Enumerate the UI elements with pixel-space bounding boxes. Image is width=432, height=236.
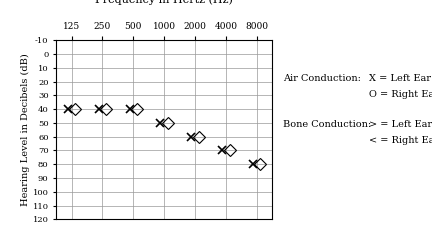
Text: > = Left Ear: > = Left Ear (369, 120, 432, 129)
Y-axis label: Hearing Level in Decibels (dB): Hearing Level in Decibels (dB) (21, 53, 30, 206)
Text: X = Left Ear: X = Left Ear (369, 74, 432, 83)
Text: Air Conduction:: Air Conduction: (283, 74, 361, 83)
Text: Bone Conduction:: Bone Conduction: (283, 120, 371, 129)
Title: Frequency in Hertz (Hz): Frequency in Hertz (Hz) (95, 0, 233, 5)
Text: < = Right Ear: < = Right Ear (369, 136, 432, 145)
Text: O = Right Ear: O = Right Ear (369, 90, 432, 99)
